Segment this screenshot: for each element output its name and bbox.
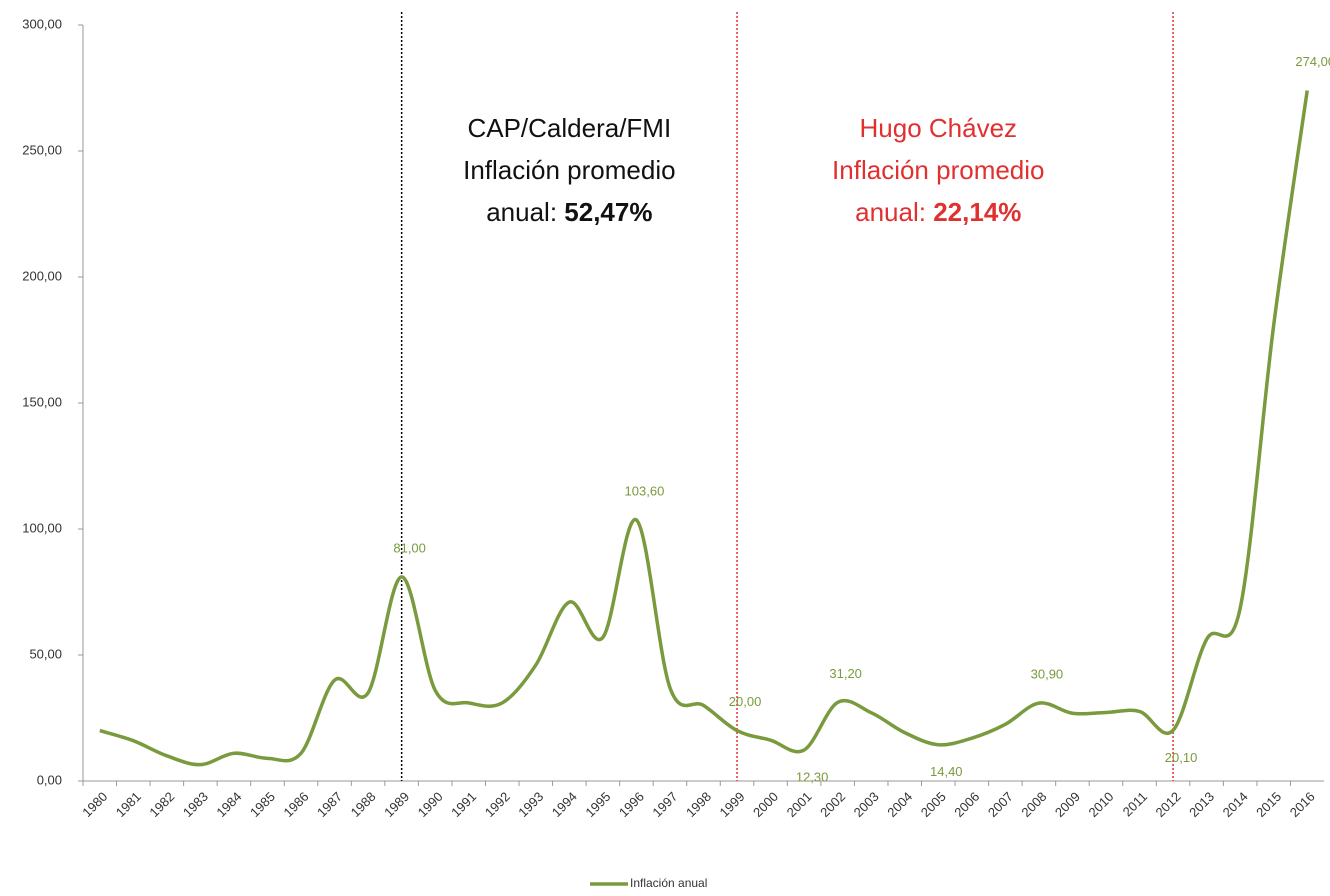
- annotation-value: 52,47%: [564, 197, 652, 227]
- x-tick-label: 2001: [784, 789, 815, 820]
- x-tick-label: 1993: [515, 789, 546, 820]
- y-tick-label: 150,00: [22, 394, 62, 409]
- x-tick-label: 1985: [247, 789, 278, 820]
- series-line: [99, 90, 1309, 767]
- annotation-line: anual: 22,14%: [855, 197, 1021, 227]
- data-label: 12,30: [796, 769, 829, 784]
- x-tick-label: 2008: [1018, 789, 1049, 820]
- x-tick-label: 2000: [750, 789, 781, 820]
- x-tick-label: 1981: [113, 789, 144, 820]
- y-tick-label: 200,00: [22, 268, 62, 283]
- data-label: 31,20: [829, 666, 862, 681]
- data-label: 103,60: [625, 483, 665, 498]
- x-tick-label: 2010: [1085, 789, 1116, 820]
- x-tick-label: 1980: [79, 789, 110, 820]
- x-tick-label: 2015: [1253, 789, 1284, 820]
- y-tick-label: 100,00: [22, 520, 62, 535]
- y-tick-label: 250,00: [22, 142, 62, 157]
- x-tick-label: 2012: [1153, 789, 1184, 820]
- y-tick-label: 300,00: [22, 16, 62, 31]
- annotation-line: anual: 52,47%: [486, 197, 652, 227]
- annotation-line: Inflación promedio: [832, 155, 1044, 185]
- x-tick-label: 1984: [213, 789, 244, 820]
- x-tick-label: 1989: [381, 789, 412, 820]
- data-label: 20,00: [729, 694, 762, 709]
- y-tick-label: 50,00: [29, 646, 62, 661]
- legend-label: Inflación anual: [630, 876, 707, 890]
- data-label: 30,90: [1031, 667, 1064, 682]
- x-tick-label: 1986: [281, 789, 312, 820]
- x-tick-label: 1990: [415, 789, 446, 820]
- annotation-prefix: anual:: [855, 197, 933, 227]
- data-label: 14,40: [930, 764, 963, 779]
- x-tick-label: 2002: [817, 789, 848, 820]
- annotation-line: Inflación promedio: [463, 155, 675, 185]
- x-tick-label: 1995: [582, 789, 613, 820]
- x-tick-label: 1982: [146, 789, 177, 820]
- x-tick-label: 1983: [180, 789, 211, 820]
- x-tick-label: 2004: [884, 789, 915, 820]
- annotation-line: Hugo Chávez: [860, 113, 1018, 143]
- x-tick-label: 1999: [717, 789, 748, 820]
- x-tick-label: 2007: [985, 789, 1016, 820]
- x-tick-label: 2014: [1220, 789, 1251, 820]
- x-tick-label: 1996: [616, 789, 647, 820]
- data-label: 81,00: [393, 540, 426, 555]
- x-tick-label: 2013: [1186, 789, 1217, 820]
- annotation-value: 22,14%: [933, 197, 1021, 227]
- x-tick-label: 1988: [348, 789, 379, 820]
- x-tick-label: 1992: [482, 789, 513, 820]
- annotation-prefix: anual:: [486, 197, 564, 227]
- x-tick-label: 1998: [683, 789, 714, 820]
- x-tick-label: 2011: [1120, 789, 1150, 819]
- x-tick-label: 1987: [314, 789, 345, 820]
- x-tick-label: 2005: [918, 789, 949, 820]
- x-tick-label: 2006: [951, 789, 982, 820]
- x-tick-label: 2016: [1287, 789, 1318, 820]
- annotation-line: CAP/Caldera/FMI: [467, 113, 671, 143]
- x-tick-label: 2003: [851, 789, 882, 820]
- x-tick-label: 1994: [549, 789, 580, 820]
- y-tick-label: 0,00: [37, 772, 62, 787]
- data-label: 274,00: [1295, 54, 1330, 69]
- x-tick-label: 1991: [448, 789, 479, 820]
- x-tick-label: 2009: [1052, 789, 1083, 820]
- x-tick-label: 1997: [649, 789, 680, 820]
- data-label: 20,10: [1165, 750, 1198, 765]
